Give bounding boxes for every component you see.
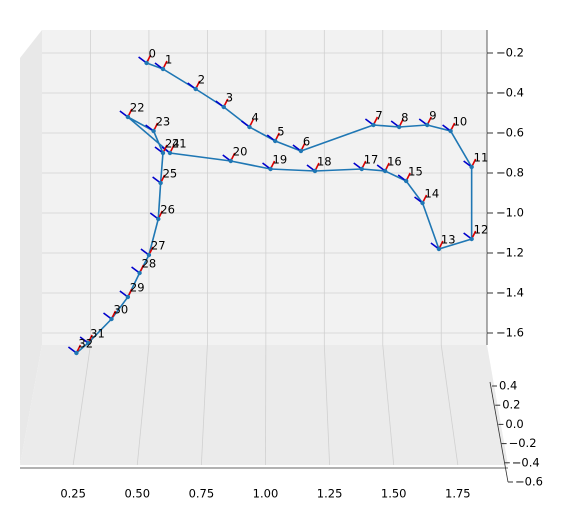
y-tick-label: −0.2 [509, 436, 537, 450]
point [125, 294, 131, 300]
point [371, 122, 376, 128]
point [359, 166, 364, 172]
point-label: 5 [277, 125, 284, 139]
z-tick-label: −0.8 [496, 166, 524, 180]
z-tick-label: −0.4 [496, 86, 524, 100]
x-tick-label: 1.00 [253, 487, 279, 501]
z-tick-label: −1.6 [496, 326, 524, 340]
grid-line [200, 344, 208, 466]
point-label: 20 [233, 145, 248, 159]
point [158, 180, 163, 186]
y-tick-label: 0.4 [499, 379, 517, 393]
point-label: 7 [375, 109, 382, 123]
point [268, 166, 273, 172]
x-tick-label: 1.25 [317, 487, 343, 501]
z-tick-label: −1.0 [496, 206, 524, 220]
point [403, 178, 409, 184]
grid-line [323, 344, 330, 466]
left-pane [20, 30, 42, 465]
back-pane [42, 30, 487, 345]
y-tick-label: 0.0 [505, 417, 523, 431]
point-label: 31 [90, 327, 105, 341]
z-tick-label: −1.4 [496, 286, 524, 300]
grid-line [72, 344, 91, 466]
point [160, 150, 166, 156]
point [469, 236, 474, 242]
point-label: 24 [165, 137, 180, 151]
x-tick-label: 0.50 [124, 487, 150, 501]
point-label: 23 [156, 115, 171, 129]
point [312, 168, 318, 174]
point [125, 114, 131, 120]
point [420, 200, 425, 206]
x-tick-label: 1.50 [381, 487, 407, 501]
z-tick-label: −0.2 [496, 46, 524, 60]
point-label: 27 [151, 239, 166, 253]
grid-line [440, 344, 459, 466]
point [469, 164, 474, 170]
point [151, 128, 156, 134]
x-tick-label: 0.25 [60, 487, 86, 501]
point-label: 19 [273, 153, 288, 167]
point-label: 10 [453, 115, 468, 129]
point [167, 150, 173, 156]
point-label: 13 [441, 233, 456, 247]
point [85, 340, 91, 346]
point-label: 30 [114, 303, 129, 317]
point-label: 1 [165, 53, 172, 67]
point [298, 148, 304, 154]
x-tick-label: 1.75 [445, 487, 471, 501]
point [144, 60, 149, 66]
point-label: 11 [474, 151, 489, 165]
grid-line [136, 344, 150, 466]
point [221, 104, 226, 110]
point [160, 66, 166, 72]
point [193, 86, 198, 92]
point-label: 9 [429, 109, 436, 123]
point [146, 252, 152, 258]
point-label: 29 [130, 281, 145, 295]
point-label: 2 [198, 73, 205, 87]
y-axis [489, 381, 509, 483]
point [436, 246, 442, 252]
point-label: 28 [142, 257, 157, 271]
point [448, 128, 453, 134]
floor-pane [20, 345, 508, 465]
point [247, 124, 252, 130]
point [156, 216, 161, 222]
point [74, 350, 79, 356]
point-label: 0 [149, 47, 156, 61]
point-label: 32 [78, 337, 93, 351]
point-label: 14 [425, 187, 440, 201]
point-label: 21 [172, 137, 187, 151]
point [396, 124, 402, 130]
point [273, 138, 278, 144]
grid-line [382, 344, 395, 466]
point [382, 168, 388, 174]
point-label: 22 [130, 101, 145, 115]
point-label: 17 [364, 153, 379, 167]
z-tick-label: −1.2 [496, 246, 524, 260]
point-label: 18 [317, 155, 332, 169]
point-label: 4 [251, 111, 258, 125]
y-tick-label: −0.4 [512, 455, 540, 469]
point-label: 6 [303, 135, 310, 149]
point-label: 8 [401, 111, 408, 125]
point-label: 3 [226, 91, 233, 105]
point-label: 12 [474, 223, 489, 237]
point-label: 15 [408, 165, 423, 179]
point [425, 122, 430, 128]
z-tick-label: −0.6 [496, 126, 524, 140]
point [109, 316, 114, 322]
y-tick-label: 0.2 [502, 398, 520, 412]
y-tick-label: −0.6 [515, 475, 543, 489]
point [228, 158, 233, 164]
point-label: 26 [160, 203, 175, 217]
x-tick-label: 0.75 [189, 487, 215, 501]
point [137, 270, 142, 276]
point-label: 16 [387, 155, 402, 169]
point-label: 25 [163, 167, 178, 181]
